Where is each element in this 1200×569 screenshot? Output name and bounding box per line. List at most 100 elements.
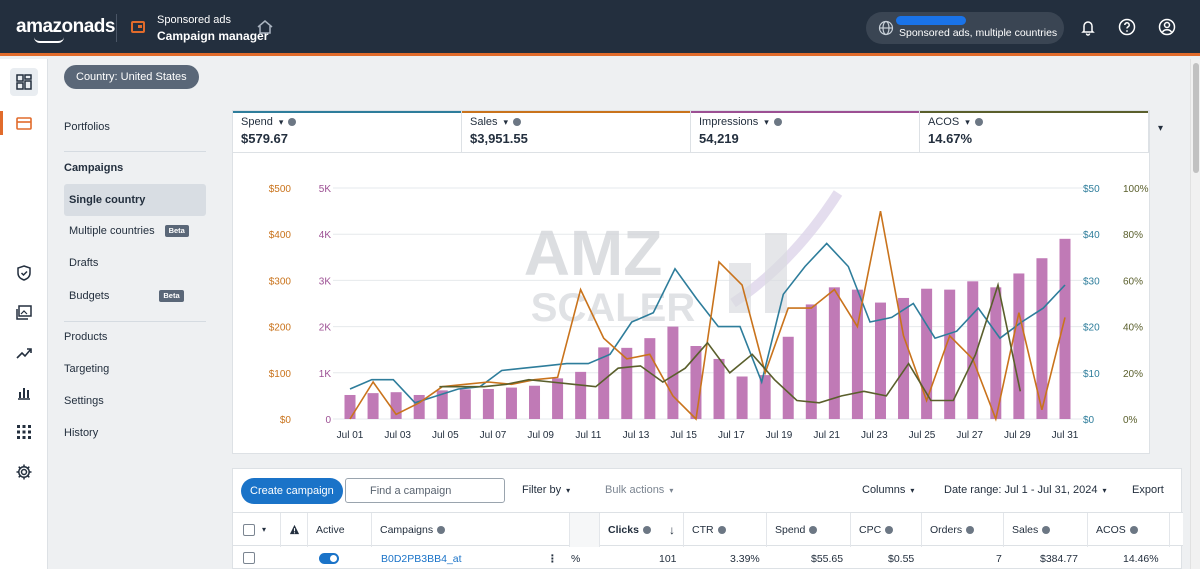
column-orders[interactable]: Orders — [922, 513, 1004, 547]
chevron-down-icon[interactable]: ▾ — [278, 117, 284, 127]
export-button[interactable]: Export — [1132, 484, 1164, 496]
x-axis-tick: Jul 19 — [766, 430, 793, 441]
nav-portfolios[interactable]: Portfolios — [64, 121, 110, 133]
nav-products[interactable]: Products — [64, 331, 108, 343]
column-label: CPC — [859, 524, 882, 536]
info-icon[interactable] — [773, 118, 782, 126]
x-axis-tick: Jul 21 — [813, 430, 840, 441]
rail-creative-assets[interactable] — [10, 299, 38, 327]
column-label: Clicks — [608, 524, 639, 536]
expand-metrics-chevron-icon[interactable]: ▾ — [1158, 123, 1164, 134]
info-icon[interactable] — [437, 526, 446, 534]
column-cpc[interactable]: CPC — [851, 513, 922, 547]
nav-budgets[interactable]: Budgets Beta — [64, 280, 206, 312]
metric-acos[interactable]: ACOS ▾ 14.67% — [920, 111, 1149, 153]
chevron-down-icon[interactable]: ▾ — [764, 117, 769, 127]
info-icon[interactable] — [885, 526, 894, 534]
rail-apps[interactable] — [10, 418, 38, 446]
metric-sales[interactable]: Sales ▾ $3,951.55 — [462, 111, 691, 153]
x-axis-tick: Jul 11 — [575, 430, 601, 441]
info-icon[interactable] — [974, 118, 983, 126]
info-icon[interactable] — [717, 526, 726, 534]
amazon-ads-logo[interactable]: amazonads — [16, 16, 115, 43]
rail-measurement[interactable] — [10, 339, 38, 367]
sales-axis-tick: $200 — [269, 323, 292, 334]
scrollbar-thumb[interactable] — [1193, 63, 1199, 173]
rail-settings[interactable] — [10, 458, 38, 486]
campaign-icon — [16, 117, 32, 130]
metric-value: 54,219 — [699, 131, 739, 146]
table-row[interactable]: B0D2PB3BB4_at ⋮ % 101 3.39% $55.65 $0.55… — [233, 547, 1183, 569]
campaign-name-link[interactable]: B0D2PB3BB4_at — [381, 553, 462, 565]
dashboard-icon — [16, 74, 32, 90]
campaign-active-toggle[interactable] — [319, 553, 339, 564]
nav-targeting[interactable]: Targeting — [64, 363, 110, 375]
column-sales[interactable]: Sales — [1004, 513, 1088, 547]
acos-axis-tick: 40% — [1123, 323, 1143, 334]
columns-label: Columns — [862, 484, 906, 496]
alert-column — [281, 513, 308, 547]
column-label: Orders — [930, 524, 963, 536]
select-all-checkbox[interactable] — [243, 524, 255, 536]
metric-value: 14.67% — [928, 131, 973, 146]
nav-budgets-label: Budgets — [69, 290, 110, 302]
bulk-actions-dropdown[interactable]: Bulk actions ▾ — [605, 484, 673, 496]
apps-grid-icon — [17, 425, 31, 439]
info-icon[interactable] — [966, 526, 975, 534]
help-icon[interactable] — [1118, 18, 1136, 36]
date-range-dropdown[interactable]: Date range: Jul 1 - Jul 31, 2024 ▾ — [944, 484, 1107, 496]
home-icon[interactable] — [256, 18, 274, 36]
row-checkbox[interactable] — [243, 552, 255, 564]
nav-drafts[interactable]: Drafts — [69, 257, 99, 269]
page-scrollbar[interactable] — [1190, 59, 1200, 569]
metric-spend[interactable]: Spend ▾ $579.67 — [233, 111, 462, 153]
sales-axis-tick: $100 — [269, 369, 292, 380]
x-axis-tick: Jul 03 — [384, 430, 411, 441]
column-clicks[interactable]: Clicks ↓ — [600, 513, 684, 547]
left-icon-rail — [0, 59, 48, 569]
chevron-down-icon[interactable]: ▾ — [262, 525, 267, 534]
info-icon[interactable] — [288, 118, 297, 126]
info-icon[interactable] — [642, 526, 651, 534]
nav-multiple-countries[interactable]: Multiple countries Beta — [64, 215, 206, 247]
nav-single-country[interactable]: Single country — [64, 184, 206, 216]
row-more-menu-icon[interactable]: ⋮ — [547, 553, 558, 565]
metric-name: Impressions — [699, 116, 759, 128]
spend-axis-tick: $40 — [1083, 230, 1100, 241]
cell-orders: 7 — [996, 553, 1002, 565]
columns-dropdown[interactable]: Columns ▾ — [862, 484, 914, 496]
sort-down-arrow-icon[interactable]: ↓ — [669, 523, 675, 537]
column-active[interactable]: Active — [308, 513, 372, 547]
column-spend[interactable]: Spend — [767, 513, 851, 547]
rail-campaigns[interactable] — [10, 109, 38, 137]
nav-settings[interactable]: Settings — [64, 395, 104, 407]
bell-icon[interactable] — [1079, 18, 1097, 36]
info-icon[interactable] — [513, 118, 522, 126]
chevron-down-icon[interactable]: ▾ — [965, 117, 970, 127]
rail-brand-safety[interactable] — [10, 259, 38, 287]
x-axis-tick: Jul 23 — [861, 430, 888, 441]
user-account-icon[interactable] — [1158, 18, 1176, 36]
nav-history[interactable]: History — [64, 427, 99, 439]
info-icon[interactable] — [809, 526, 818, 534]
info-icon[interactable] — [1129, 526, 1138, 534]
account-selector[interactable]: Sponsored ads, multiple countries — [866, 12, 1064, 44]
country-chip[interactable]: Country: United States — [64, 65, 199, 89]
chevron-down-icon[interactable]: ▾ — [503, 117, 509, 127]
campaign-search-input[interactable] — [345, 478, 505, 503]
impressions-axis-tick: 5K — [319, 184, 332, 195]
metric-impressions[interactable]: Impressions ▾ 54,219 — [691, 111, 920, 153]
rail-reports[interactable] — [10, 379, 38, 407]
create-campaign-button[interactable]: Create campaign — [241, 478, 343, 504]
rail-dashboard[interactable] — [10, 68, 38, 96]
cell-pct: % — [571, 553, 581, 565]
impressions-bar — [990, 287, 1002, 419]
info-icon[interactable] — [1042, 526, 1051, 534]
column-campaigns[interactable]: Campaigns — [372, 513, 570, 547]
spend-series-line — [349, 242, 1066, 404]
column-acos[interactable]: ACOS — [1088, 513, 1170, 547]
column-ctr[interactable]: CTR — [684, 513, 767, 547]
impressions-axis-tick: 3K — [319, 276, 332, 287]
filter-by-dropdown[interactable]: Filter by ▾ — [522, 484, 570, 496]
acos-axis-tick: 80% — [1123, 230, 1143, 241]
